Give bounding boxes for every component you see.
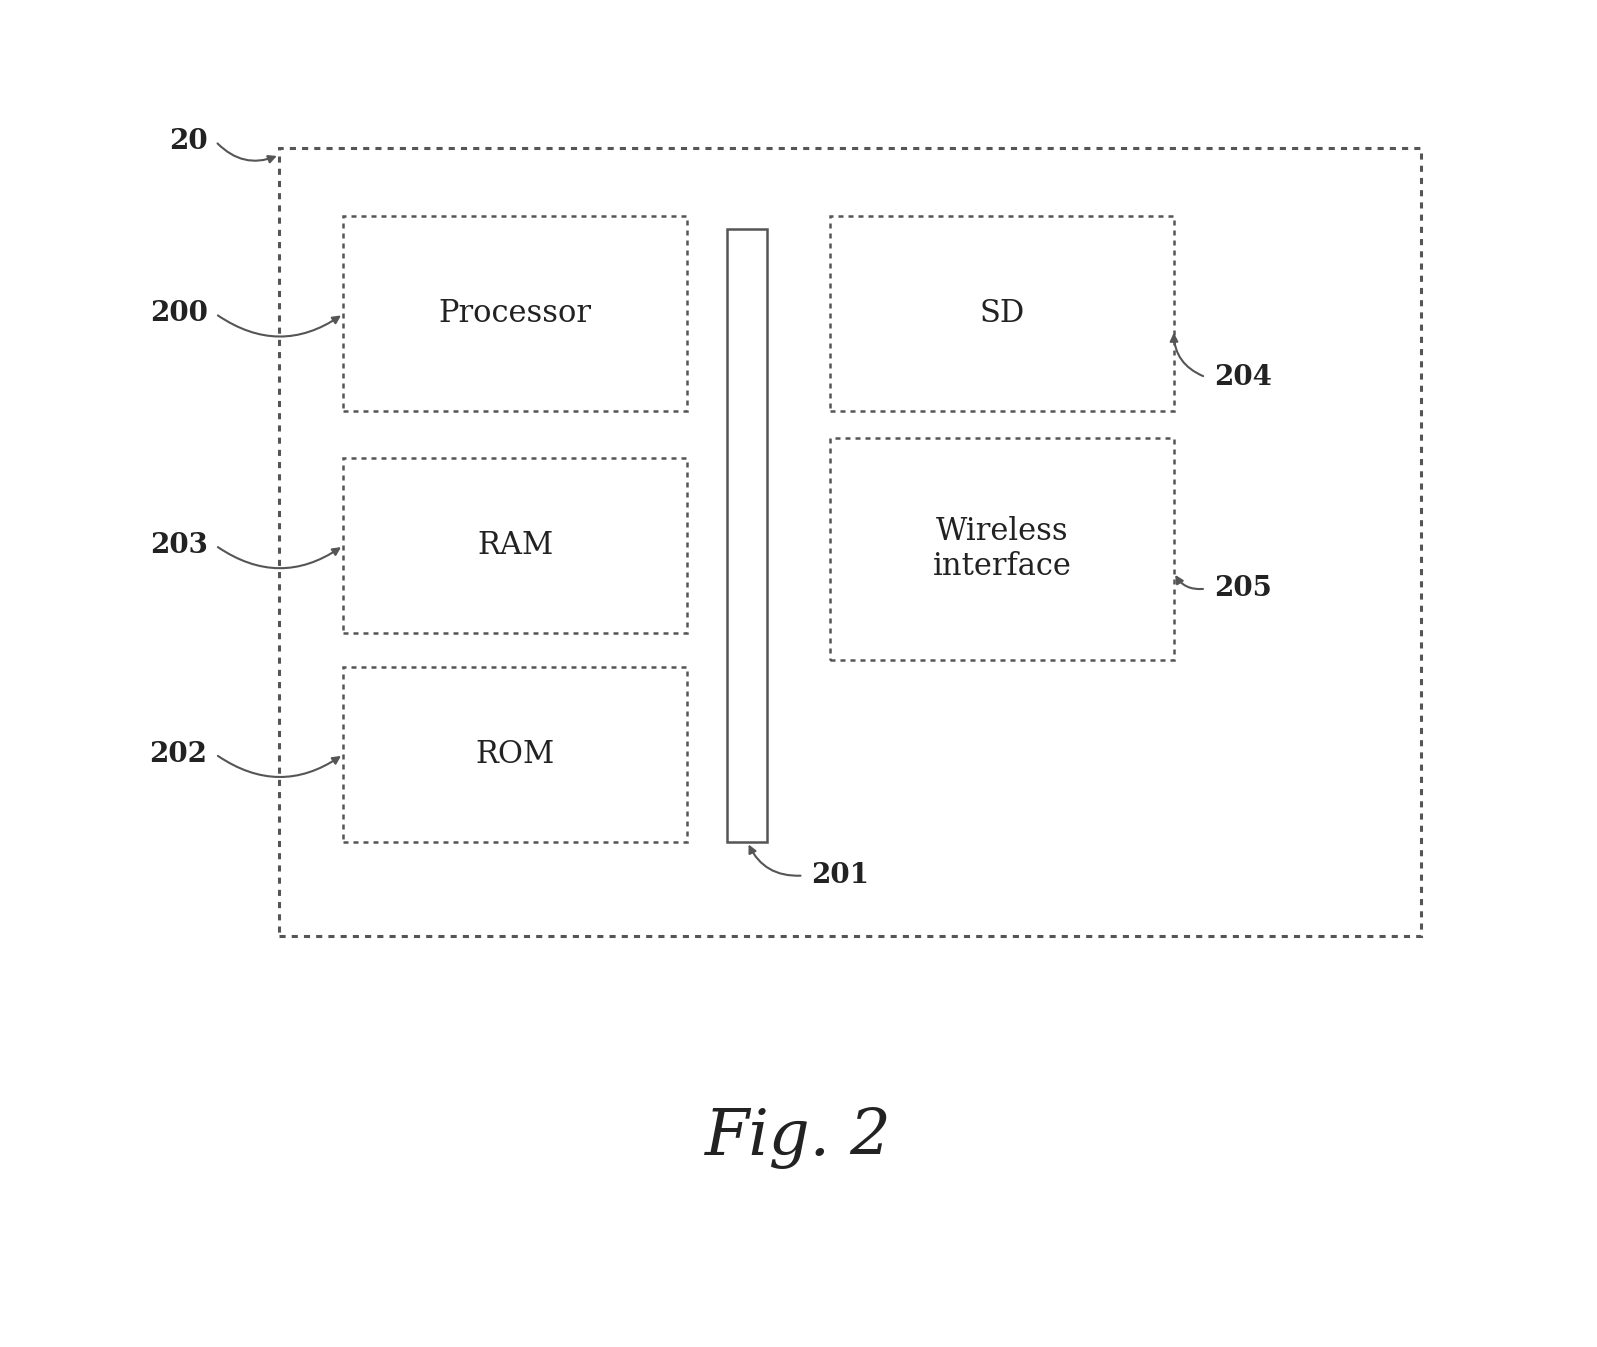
FancyBboxPatch shape xyxy=(727,229,767,842)
Text: 201: 201 xyxy=(811,862,869,889)
FancyBboxPatch shape xyxy=(343,667,687,842)
Text: 205: 205 xyxy=(1214,575,1271,602)
FancyBboxPatch shape xyxy=(830,438,1174,660)
FancyBboxPatch shape xyxy=(830,216,1174,411)
Text: ROM: ROM xyxy=(476,738,554,770)
Text: 20: 20 xyxy=(169,128,208,155)
Text: 202: 202 xyxy=(150,741,208,768)
Text: 200: 200 xyxy=(150,300,208,327)
Text: Processor: Processor xyxy=(439,298,591,329)
Text: Fig. 2: Fig. 2 xyxy=(706,1107,891,1169)
Text: 203: 203 xyxy=(150,532,208,559)
FancyBboxPatch shape xyxy=(279,148,1421,936)
FancyBboxPatch shape xyxy=(343,216,687,411)
Text: RAM: RAM xyxy=(478,529,553,562)
Text: SD: SD xyxy=(979,298,1025,329)
Text: Wireless
interface: Wireless interface xyxy=(933,516,1072,582)
Text: 204: 204 xyxy=(1214,364,1271,391)
FancyBboxPatch shape xyxy=(343,458,687,633)
